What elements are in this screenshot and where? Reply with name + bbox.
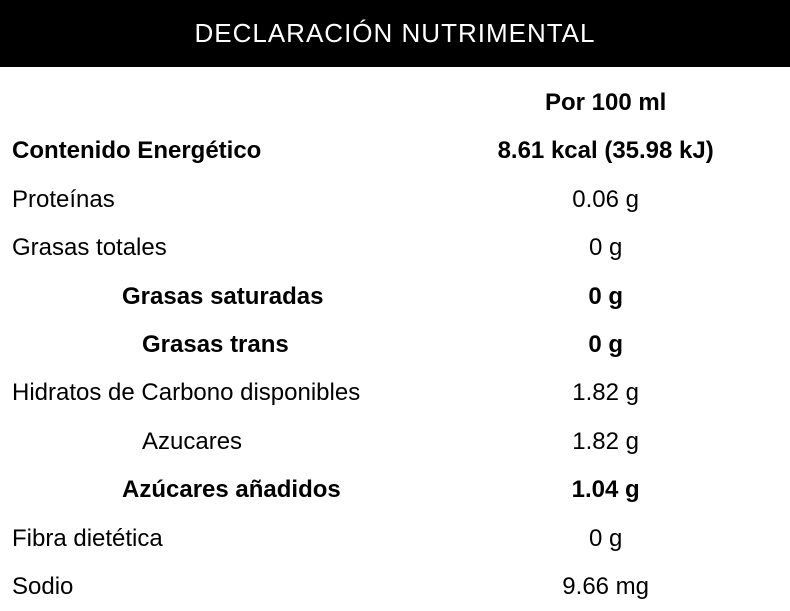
table-row: Grasas trans0 g <box>12 321 778 369</box>
header-title: DECLARACIÓN NUTRIMENTAL <box>194 18 595 48</box>
table-row: Azúcares añadidos1.04 g <box>12 466 778 514</box>
table-row: Fibra dietética0 g <box>12 515 778 563</box>
row-value: 9.66 mg <box>433 568 778 606</box>
nutrition-rows: Contenido Energético8.61 kcal (35.98 kJ)… <box>12 127 778 611</box>
table-row: Hidratos de Carbono disponibles1.82 g <box>12 369 778 417</box>
row-label: Azúcares añadidos <box>12 471 433 509</box>
serving-row: . Por 100 ml <box>12 79 778 127</box>
row-label: Hidratos de Carbono disponibles <box>12 374 433 412</box>
nutrition-header: DECLARACIÓN NUTRIMENTAL <box>0 0 790 67</box>
row-value: 0.06 g <box>433 181 778 219</box>
row-label: Grasas totales <box>12 229 433 267</box>
row-label: Grasas trans <box>12 326 433 364</box>
nutrition-table: . Por 100 ml Contenido Energético8.61 kc… <box>0 67 790 611</box>
table-row: Grasas saturadas0 g <box>12 273 778 321</box>
table-row: Contenido Energético8.61 kcal (35.98 kJ) <box>12 127 778 175</box>
row-value: 0 g <box>433 520 778 558</box>
row-value: 8.61 kcal (35.98 kJ) <box>433 132 778 170</box>
table-row: Proteínas0.06 g <box>12 176 778 224</box>
table-row: Sodio9.66 mg <box>12 563 778 611</box>
row-label: Azucares <box>12 423 433 461</box>
table-row: Grasas totales0 g <box>12 224 778 272</box>
row-value: 1.82 g <box>433 374 778 412</box>
table-row: Azucares1.82 g <box>12 418 778 466</box>
row-label: Contenido Energético <box>12 132 433 170</box>
row-value: 0 g <box>433 229 778 267</box>
row-label: Fibra dietética <box>12 520 433 558</box>
row-value: 1.04 g <box>433 471 778 509</box>
serving-size: Por 100 ml <box>433 84 778 122</box>
row-value: 0 g <box>433 326 778 364</box>
row-label: Sodio <box>12 568 433 606</box>
row-value: 1.82 g <box>433 423 778 461</box>
row-value: 0 g <box>433 278 778 316</box>
row-label: Proteínas <box>12 181 433 219</box>
row-label: Grasas saturadas <box>12 278 433 316</box>
